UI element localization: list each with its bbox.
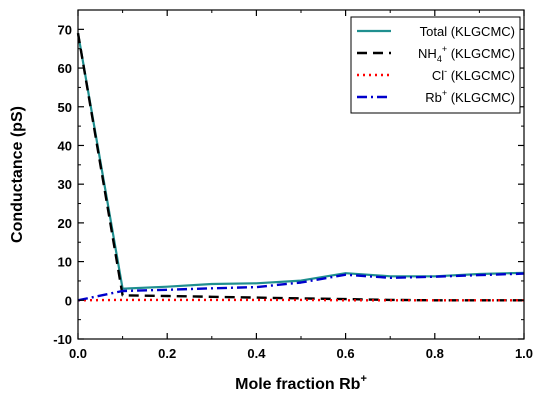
x-tick-label: 0.0: [69, 346, 87, 361]
axis-ticks: [77, 9, 525, 340]
y-tick-label: 30: [58, 177, 72, 192]
tick-labels: 0.0 0.2 0.4 0.6 0.8 1.0 -10 0 10 20 30 40 50 60 70: [53, 22, 533, 361]
series-line-1: [76, 32, 524, 302]
y-tick-label: 60: [58, 61, 72, 76]
x-tick-label: 0.8: [426, 346, 444, 361]
x-tick-label: 0.4: [247, 346, 266, 361]
x-tick-label: 0.2: [158, 346, 176, 361]
y-tick-label: -10: [53, 332, 72, 347]
x-tick-label: 0.6: [337, 346, 355, 361]
legend: Total (KLGCMC) NH4+ (KLGCMC) Cl- (KLGCMC) R…: [350, 16, 521, 114]
x-axis-title-sup: +: [360, 373, 366, 385]
legend-label-2: Cl- (KLGCMC): [432, 66, 515, 83]
y-tick-label: 40: [58, 138, 72, 153]
x-axis-title: Mole fraction Rb+: [235, 373, 367, 393]
y-tick-label: 10: [58, 255, 72, 270]
y-tick-label: 20: [58, 216, 72, 231]
x-axis-title-main: Mole fraction Rb: [235, 376, 361, 393]
series-line-3: [77, 272, 525, 302]
y-axis-title: Conductance (pS): [9, 106, 26, 243]
series-line-0: [76, 33, 525, 290]
legend-label-3: Rb+ (KLGCMC): [425, 88, 515, 105]
y-tick-label: 70: [58, 22, 72, 37]
x-tick-label: 1.0: [515, 346, 533, 361]
legend-label-1: NH4+ (KLGCMC): [418, 44, 515, 64]
y-tick-label: 50: [58, 100, 72, 115]
y-tick-label: 0: [65, 293, 72, 308]
plot-lines: [76, 32, 525, 302]
legend-label-0: Total (KLGCMC): [420, 24, 515, 39]
